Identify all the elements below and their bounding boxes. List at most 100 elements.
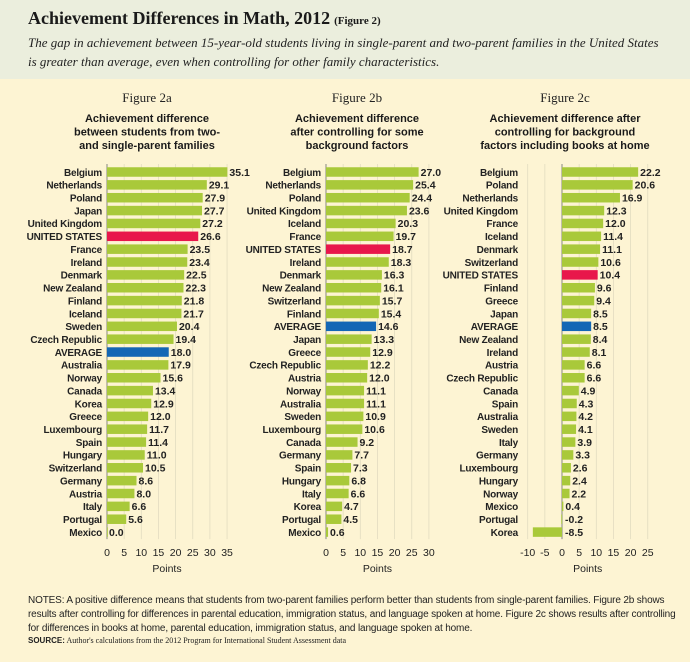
bar (326, 257, 389, 267)
bar (107, 321, 177, 332)
category-label: Greece (288, 348, 321, 359)
figure-label: Figure 2c (540, 90, 590, 105)
bar (107, 475, 137, 486)
category-label: Italy (302, 489, 322, 500)
bar (326, 321, 377, 332)
bar (326, 270, 382, 280)
data-label: 6.8 (351, 475, 366, 487)
bar (561, 514, 563, 524)
x-tick-label: 10 (135, 547, 147, 559)
bar (562, 411, 577, 422)
bar (326, 218, 396, 229)
bar (107, 308, 182, 319)
bar (326, 282, 382, 293)
x-tick-label: 15 (608, 547, 620, 559)
data-label: 4.1 (578, 424, 593, 436)
category-label: Japan (293, 335, 321, 346)
data-label: 8.4 (593, 334, 608, 346)
category-label: Iceland (485, 232, 518, 243)
data-label: 11.1 (366, 385, 386, 397)
data-label: 6.6 (587, 373, 602, 385)
category-label: Italy (83, 502, 103, 513)
category-label: Netherlands (46, 181, 102, 192)
bar (326, 308, 379, 319)
bar (562, 488, 570, 499)
bar (326, 527, 329, 537)
data-label: 18.3 (391, 257, 412, 269)
data-label: 9.4 (596, 295, 611, 307)
category-label: Sweden (284, 412, 321, 423)
bar (562, 347, 590, 357)
x-tick-label: 30 (423, 547, 435, 559)
data-label: 23.4 (189, 257, 210, 269)
data-label: 27.2 (202, 218, 223, 230)
x-tick-label: 25 (187, 547, 199, 559)
bar (107, 282, 184, 293)
data-label: 21.8 (184, 295, 205, 307)
data-label: 12.0 (605, 218, 626, 230)
data-label: 11.4 (148, 437, 168, 449)
data-label: 20.4 (179, 321, 200, 333)
category-label: Hungary (63, 451, 103, 462)
bar (107, 437, 147, 447)
bar (562, 373, 585, 383)
bar (326, 180, 414, 190)
bar (562, 475, 571, 486)
x-tick-label: 15 (153, 547, 165, 559)
category-label: Spain (76, 438, 102, 449)
data-label: 3.3 (575, 450, 590, 462)
bar (562, 231, 602, 242)
source-label: SOURCE: (28, 636, 65, 645)
data-label: 22.2 (640, 167, 661, 179)
data-label: 8.6 (138, 475, 153, 487)
category-label: Austria (485, 361, 519, 372)
bar (326, 167, 419, 177)
category-label: UNITED STATES (443, 271, 519, 282)
bar (107, 463, 144, 473)
data-label: 10.4 (600, 270, 621, 282)
data-label: 18.7 (392, 244, 413, 256)
data-label: 29.1 (209, 180, 230, 192)
category-label: Netherlands (462, 194, 518, 205)
data-label: 23.6 (409, 205, 430, 217)
category-label: United Kingdom (247, 206, 322, 217)
figure-tag: (Figure 2) (334, 15, 381, 27)
panel-title-line: factors including books at home (480, 140, 649, 152)
category-label: Korea (294, 502, 322, 513)
bar (107, 231, 199, 242)
category-label: Norway (286, 386, 322, 397)
bar (107, 205, 203, 216)
bar (562, 205, 605, 216)
data-label: 7.3 (353, 463, 368, 475)
data-label: 9.2 (360, 437, 375, 449)
bar (326, 488, 349, 499)
data-label: 7.7 (354, 450, 369, 462)
data-label: 11.7 (149, 424, 169, 436)
bar (107, 192, 203, 203)
data-label: 5.6 (128, 514, 143, 526)
bar (562, 360, 585, 370)
bar (107, 257, 188, 267)
data-label: 12.0 (150, 411, 171, 423)
bar (562, 437, 576, 447)
data-label: -8.5 (565, 527, 583, 539)
category-label: AVERAGE (55, 348, 103, 359)
x-tick-label: 20 (625, 547, 637, 559)
category-label: United Kingdom (444, 206, 519, 217)
data-label: 10.9 (365, 411, 386, 423)
data-label: 15.4 (381, 308, 402, 320)
category-label: Australia (477, 412, 519, 423)
category-label: Norway (67, 374, 103, 385)
category-label: Greece (485, 296, 518, 307)
data-label: 20.3 (398, 218, 419, 230)
bar (107, 360, 169, 370)
category-label: New Zealand (459, 335, 518, 346)
panel-title-line: Achievement difference after (490, 113, 642, 125)
category-label: France (289, 232, 321, 243)
data-label: 2.4 (572, 475, 587, 487)
data-label: 11.0 (147, 450, 167, 462)
data-label: 16.9 (622, 193, 643, 205)
category-label: Sweden (481, 425, 518, 436)
category-label: Canada (483, 386, 519, 397)
data-label: 18.0 (171, 347, 192, 359)
